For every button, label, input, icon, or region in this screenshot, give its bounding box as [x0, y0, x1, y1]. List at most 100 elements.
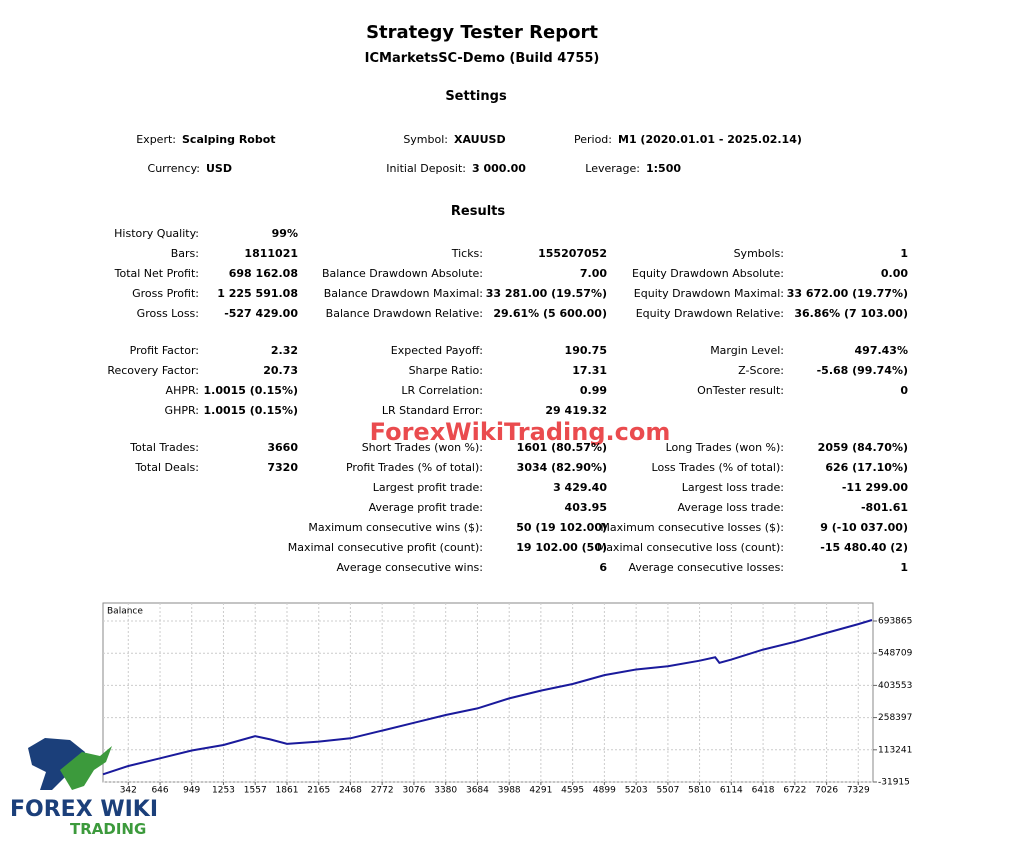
x-tick-label: 4595: [561, 786, 584, 796]
y-tick-label: 403553: [878, 681, 912, 691]
result-label: Equity Drawdown Maximal:: [633, 287, 784, 300]
result-value: 403.95: [564, 501, 607, 514]
result-label: Short Trades (won %):: [361, 441, 483, 454]
setting-label: Currency:: [147, 162, 200, 175]
result-label: Total Deals:: [135, 461, 199, 474]
result-label: Maximal consecutive loss (count):: [596, 541, 784, 554]
x-tick-label: 3076: [402, 786, 425, 796]
result-label: Z-Score:: [738, 364, 784, 377]
result-value: 7320: [267, 461, 298, 474]
setting-label: Period:: [573, 133, 612, 146]
result-label: OnTester result:: [697, 384, 784, 397]
result-label: Average consecutive losses:: [628, 561, 784, 574]
setting-value: 1:500: [646, 162, 682, 175]
result-value: -5.68 (99.74%): [816, 364, 908, 377]
result-label: Long Trades (won %):: [665, 441, 784, 454]
result-label: Equity Drawdown Relative:: [635, 307, 784, 320]
x-tick-label: 6722: [783, 786, 806, 796]
setting-value: M1 (2020.01.01 - 2025.02.14): [618, 133, 802, 146]
result-value: -15 480.40 (2): [820, 541, 908, 554]
result-label: Sharpe Ratio:: [408, 364, 483, 377]
setting-label: Initial Deposit:: [386, 162, 466, 175]
result-value: 20.73: [263, 364, 298, 377]
result-label: Equity Drawdown Absolute:: [632, 267, 784, 280]
x-tick-label: 1557: [244, 786, 267, 796]
logo-name: FOREX WIKI: [10, 797, 159, 822]
result-value: 33 672.00 (19.77%): [786, 287, 908, 300]
y-tick-label: 548709: [878, 649, 913, 659]
result-value: 1.0015 (0.15%): [203, 384, 299, 397]
result-value: 1: [900, 561, 908, 574]
x-tick-label: 7026: [815, 786, 838, 796]
result-label: GHPR:: [164, 404, 199, 417]
result-label: Gross Loss:: [136, 307, 199, 320]
result-value: 33 281.00 (19.57%): [485, 287, 607, 300]
report-subtitle: ICMarketsSC-Demo (Build 4755): [364, 51, 600, 66]
result-label: Profit Factor:: [129, 344, 199, 357]
result-label: LR Standard Error:: [381, 404, 483, 417]
result-value: -527 429.00: [224, 307, 298, 320]
setting-label: Leverage:: [585, 162, 640, 175]
result-value: 7.00: [579, 267, 607, 280]
results-heading: Results: [450, 204, 506, 219]
result-label: Balance Drawdown Maximal:: [323, 287, 483, 300]
result-label: Recovery Factor:: [107, 364, 199, 377]
result-label: Expected Payoff:: [390, 344, 483, 357]
x-tick-label: 5507: [656, 786, 679, 796]
result-label: LR Correlation:: [401, 384, 483, 397]
result-label: Average profit trade:: [368, 501, 483, 514]
x-tick-label: 4899: [593, 786, 616, 796]
balance-line: [102, 619, 873, 776]
result-label: Margin Level:: [710, 344, 784, 357]
result-label: Total Net Profit:: [114, 267, 199, 280]
result-value: 3034 (82.90%): [516, 461, 607, 474]
x-tick-label: 7329: [847, 786, 870, 796]
logo-bear: [28, 738, 85, 790]
result-label: Balance Drawdown Absolute:: [321, 267, 483, 280]
result-label: Maximal consecutive profit (count):: [287, 541, 483, 554]
result-label: Largest loss trade:: [681, 481, 784, 494]
result-label: Maximum consecutive wins ($):: [308, 521, 483, 534]
report-title: Strategy Tester Report: [366, 22, 598, 43]
result-value: 1 225 591.08: [217, 287, 298, 300]
result-value: 1811021: [244, 247, 298, 260]
x-tick-label: 1253: [212, 786, 235, 796]
y-tick-label: 693865: [878, 616, 912, 626]
setting-value: USD: [206, 162, 232, 175]
result-label: Symbols:: [733, 247, 784, 260]
result-value: 29.61% (5 600.00): [493, 307, 607, 320]
x-tick-label: 6418: [752, 786, 775, 796]
result-value: 3660: [267, 441, 298, 454]
logo-tagline: TRADING: [70, 820, 147, 838]
x-tick-label: 2772: [371, 786, 394, 796]
result-value: 3 429.40: [553, 481, 607, 494]
result-label: Gross Profit:: [132, 287, 199, 300]
logo-bull: [60, 746, 112, 790]
result-value: 19 102.00 (50): [516, 541, 607, 554]
setting-label: Symbol:: [403, 133, 448, 146]
result-value: 1: [900, 247, 908, 260]
result-value: 17.31: [572, 364, 607, 377]
result-value: 2059 (84.70%): [817, 441, 908, 454]
result-value: 50 (19 102.00): [516, 521, 607, 534]
result-label: Average loss trade:: [677, 501, 784, 514]
result-value: 190.75: [564, 344, 607, 357]
result-label: Maximum consecutive losses ($):: [600, 521, 784, 534]
result-value: -11 299.00: [841, 481, 908, 494]
result-value: -801.61: [860, 501, 908, 514]
result-value: 29 419.32: [545, 404, 607, 417]
result-label: Largest profit trade:: [372, 481, 483, 494]
result-value: 1601 (80.57%): [516, 441, 607, 454]
result-value: 497.43%: [854, 344, 908, 357]
result-value: 2.32: [270, 344, 298, 357]
setting-value: Scalping Robot: [182, 133, 276, 146]
result-label: Bars:: [170, 247, 199, 260]
x-tick-label: 6114: [720, 786, 743, 796]
setting-value: XAUUSD: [454, 133, 506, 146]
x-tick-label: 2468: [339, 786, 362, 796]
result-label: History Quality:: [114, 227, 199, 240]
x-tick-label: 949: [183, 786, 200, 796]
setting-label: Expert:: [136, 133, 176, 146]
